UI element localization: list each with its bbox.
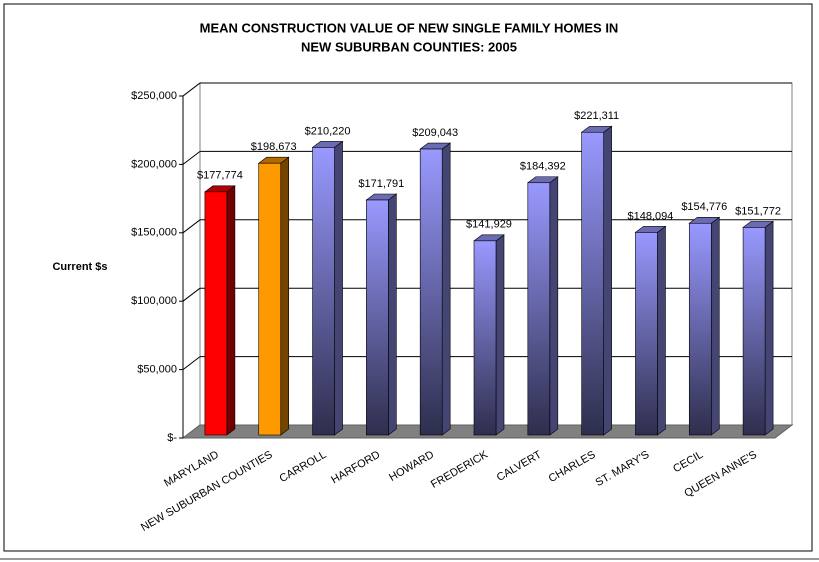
value-label: $148,094 (628, 210, 674, 222)
value-label: $154,776 (681, 201, 727, 213)
y-tick-label: $200,000 (131, 158, 177, 170)
value-label: $151,772 (735, 205, 781, 217)
bar-side (710, 216, 720, 436)
bar-side (495, 234, 505, 436)
value-label: $209,043 (412, 127, 458, 139)
y-tick-label: $100,000 (131, 295, 177, 307)
value-label: $184,392 (520, 161, 566, 173)
bar-side (603, 125, 612, 436)
y-tick-label: $250,000 (131, 90, 177, 102)
bar-side (549, 176, 559, 436)
bar (419, 148, 443, 436)
value-label: $210,220 (305, 125, 351, 137)
value-label: $221,311 (574, 110, 619, 122)
bar-side (657, 225, 666, 436)
bar (635, 232, 658, 436)
bar-side (334, 140, 343, 436)
bar-side (441, 142, 451, 436)
chart-title: MEAN CONSTRUCTION VALUE OF NEW SINGLE FA… (200, 20, 619, 35)
grid-line (182, 219, 201, 234)
grid-line (182, 356, 201, 370)
side-wall (182, 81, 201, 440)
bar (473, 240, 497, 436)
bar (688, 222, 712, 436)
bar (527, 182, 551, 436)
bar (742, 227, 766, 436)
bar (204, 191, 228, 436)
bar-side (764, 220, 774, 436)
bar-side (226, 185, 236, 436)
y-tick-label: $150,000 (131, 227, 177, 239)
bar (258, 162, 282, 436)
grid-line (182, 151, 201, 165)
value-label: $141,929 (466, 219, 512, 231)
grid-line (182, 287, 201, 302)
value-label: $177,774 (197, 170, 243, 182)
bar (581, 131, 604, 436)
bar (366, 199, 389, 436)
bar-side (388, 193, 397, 436)
y-tick-label: $50,000 (137, 364, 177, 376)
value-label: $198,673 (251, 141, 297, 153)
y-tick-label: $- (167, 432, 177, 444)
y-axis-label: Current $s (52, 261, 107, 273)
bar-side (280, 156, 290, 436)
value-label: $171,791 (358, 178, 404, 190)
chart-title: NEW SUBURBAN COUNTIES: 2005 (301, 39, 517, 54)
bar (312, 147, 335, 436)
grid-line (182, 82, 201, 97)
